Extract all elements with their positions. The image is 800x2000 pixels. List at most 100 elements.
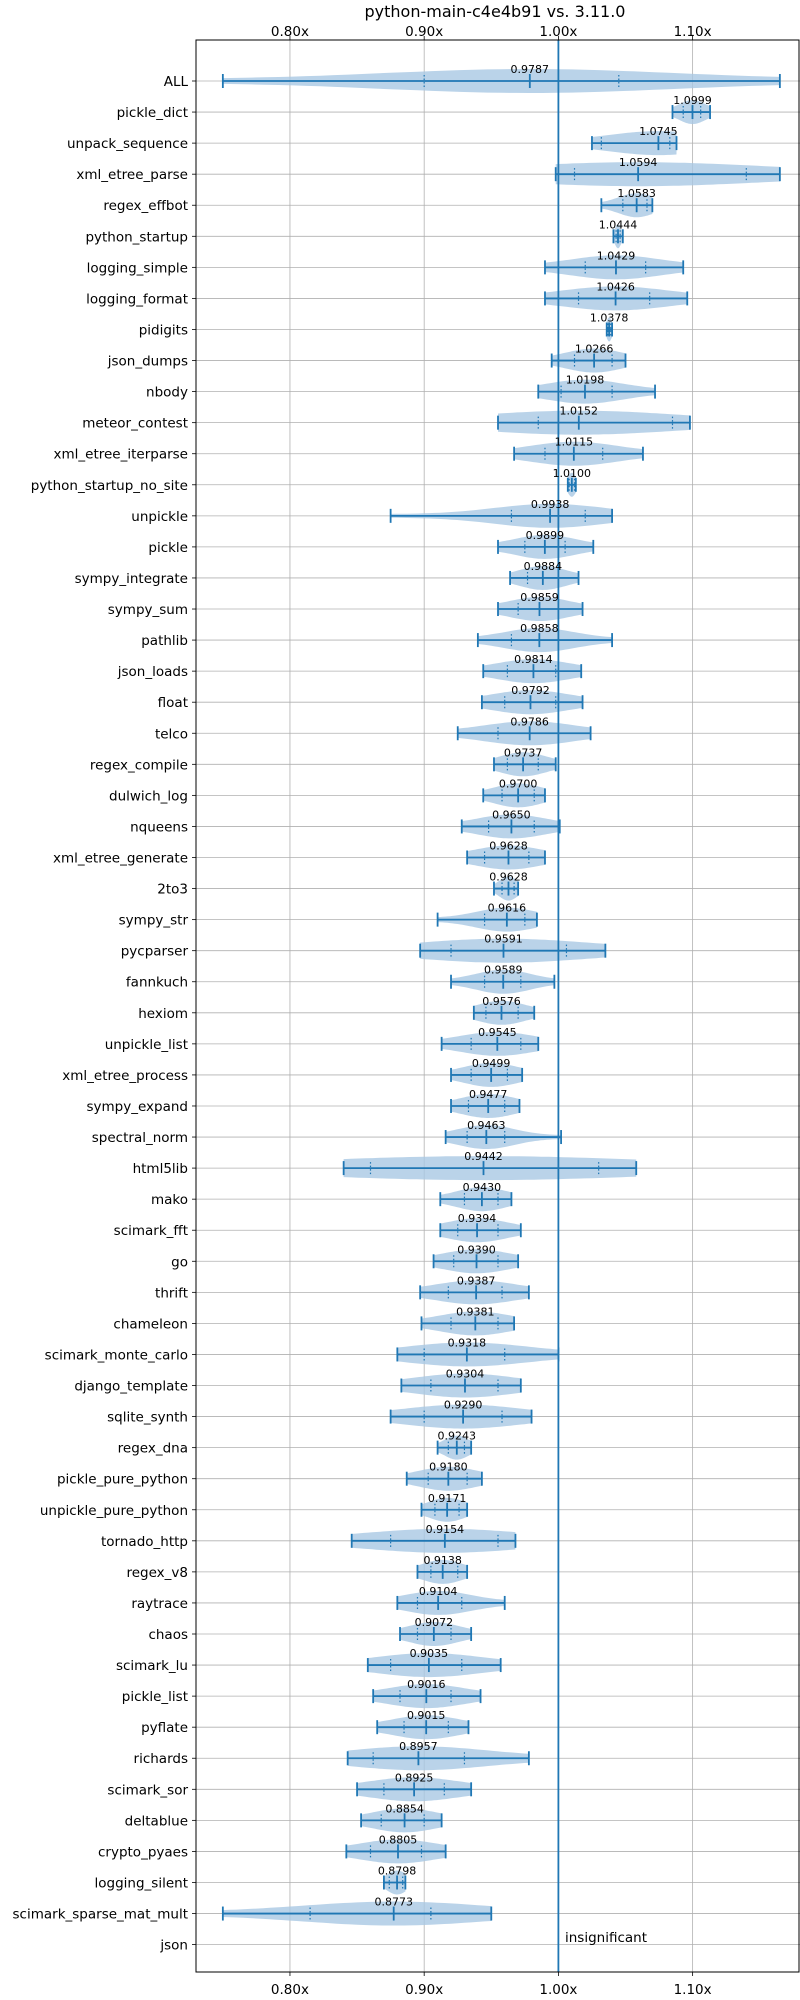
benchmark-name-label: html5lib <box>133 1161 188 1177</box>
median-value-label: 1.0444 <box>599 218 638 231</box>
median-value-label: 0.9072 <box>415 1616 454 1629</box>
benchmark-name-label: json_dumps <box>107 354 188 370</box>
benchmark-name-label: scimark_sor <box>107 1782 188 1798</box>
benchmark-name-label: regex_effbot <box>103 198 188 214</box>
benchmark-name-label: regex_compile <box>90 757 188 773</box>
benchmark-name-label: sympy_integrate <box>75 571 188 587</box>
benchmark-name-label: scimark_monte_carlo <box>45 1347 188 1363</box>
benchmark-name-label: pickle_dict <box>117 105 188 121</box>
benchmark-name-label: richards <box>134 1751 188 1767</box>
median-value-label: 0.9700 <box>499 777 538 790</box>
median-value-label: 0.9180 <box>429 1461 468 1474</box>
median-value-label: 0.9545 <box>478 1026 517 1039</box>
benchmark-name-label: dulwich_log <box>109 788 188 804</box>
median-value-label: 0.9171 <box>428 1492 467 1505</box>
median-value-label: 0.9786 <box>510 715 549 728</box>
x-tick-label-top: 0.90x <box>405 24 443 40</box>
median-value-label: 0.9859 <box>520 591 559 604</box>
label-layer: ALL pickle_dict unpack_sequence xml_etree_p… <box>13 63 712 1954</box>
x-tick-label-bottom: 1.10x <box>674 1982 712 1998</box>
benchmark-name-label: logging_silent <box>95 1875 188 1891</box>
benchmark-name-label: unpickle <box>131 509 188 525</box>
benchmark-name-label: meteor_contest <box>82 416 188 432</box>
benchmark-name-label: sqlite_synth <box>107 1410 188 1426</box>
median-value-label: 0.9381 <box>456 1305 495 1318</box>
benchmark-name-label: crypto_pyaes <box>98 1844 188 1860</box>
benchmark-name-label: pidigits <box>139 322 188 338</box>
median-value-label: 1.0745 <box>639 125 678 138</box>
benchmark-name-label: nqueens <box>130 819 188 835</box>
benchmark-name-label: xml_etree_process <box>62 1068 188 1084</box>
median-value-label: 0.9015 <box>407 1709 446 1722</box>
benchmark-name-label: python_startup <box>85 229 188 245</box>
benchmark-name-label: pycparser <box>121 944 189 960</box>
median-value-label: 1.0198 <box>566 374 605 387</box>
benchmark-name-label: unpickle_list <box>105 1037 188 1053</box>
x-tick-label-bottom: 0.90x <box>405 1982 443 1998</box>
benchmark-name-label: nbody <box>146 385 188 401</box>
benchmark-name-label: xml_etree_generate <box>53 851 188 867</box>
median-value-label: 1.0152 <box>560 405 599 418</box>
benchmark-name-label: pathlib <box>141 633 188 649</box>
benchmark-name-label: sympy_expand <box>86 1099 188 1115</box>
benchmark-name-label: scimark_sparse_mat_mult <box>13 1907 188 1923</box>
median-value-label: 0.9463 <box>467 1119 506 1132</box>
median-value-label: 0.9591 <box>484 933 523 946</box>
median-value-label: 0.9318 <box>448 1336 487 1349</box>
median-value-label: 0.9387 <box>457 1274 496 1287</box>
median-value-label: 0.9477 <box>469 1088 508 1101</box>
median-value-label: 0.9814 <box>514 653 553 666</box>
benchmark-name-label: float <box>158 695 188 711</box>
benchmark-name-label: thrift <box>155 1285 188 1301</box>
benchmark-name-label: xml_etree_iterparse <box>54 447 189 463</box>
benchmark-name-label: scimark_lu <box>116 1658 188 1674</box>
benchmark-name-label: fannkuch <box>126 975 188 991</box>
benchmark-name-label: json <box>159 1938 188 1954</box>
x-tick-label-top: 0.80x <box>271 24 309 40</box>
chart-title: python-main-c4e4b91 vs. 3.11.0 <box>365 2 626 21</box>
whisker-layer <box>221 40 781 1972</box>
median-value-label: 1.0429 <box>597 249 636 262</box>
benchmark-name-label: logging_simple <box>87 260 188 276</box>
median-value-label: 0.9858 <box>520 622 559 635</box>
median-value-label: 0.9616 <box>488 902 527 915</box>
benchmark-name-label: json_loads <box>117 664 188 680</box>
median-value-label: 0.8798 <box>378 1864 417 1877</box>
benchmark-name-label: pyflate <box>141 1720 188 1736</box>
benchmark-name-label: 2to3 <box>157 882 188 898</box>
median-value-label: 0.9499 <box>472 1057 511 1070</box>
median-value-label: 0.9737 <box>504 746 543 759</box>
benchmark-name-label: unpickle_pure_python <box>40 1503 188 1519</box>
median-value-label: 0.9884 <box>524 560 563 573</box>
benchmark-name-label: regex_dna <box>118 1441 188 1457</box>
benchmark-name-label: pickle_list <box>122 1689 188 1705</box>
axis-layer: 0.80x 0.80x 0.90x 0.90x 1.00x 1.00x 1.10x 1.10x <box>192 24 800 1998</box>
median-value-label: 0.9589 <box>484 964 523 977</box>
benchmark-name-label: python_startup_no_site <box>31 478 188 494</box>
benchmark-name-label: mako <box>151 1192 188 1208</box>
benchmark-name-label: tornado_http <box>101 1534 188 1550</box>
benchmark-name-label: chaos <box>148 1627 188 1643</box>
benchmark-name-label: chameleon <box>113 1316 188 1332</box>
grid-layer <box>196 40 800 1972</box>
median-value-label: 0.9899 <box>526 529 565 542</box>
median-value-label: 0.9394 <box>458 1212 497 1225</box>
median-value-label: 0.9650 <box>492 808 531 821</box>
median-value-label: 0.8957 <box>399 1740 438 1753</box>
benchmark-name-label: hexiom <box>138 1006 188 1022</box>
benchmark-name-label: go <box>171 1254 188 1270</box>
median-value-label: 0.9304 <box>446 1368 485 1381</box>
median-value-label: 0.8805 <box>379 1833 418 1846</box>
median-value-label: 1.0583 <box>617 187 656 200</box>
median-value-label: 0.8854 <box>385 1802 424 1815</box>
median-value-label: 0.9787 <box>511 63 550 76</box>
benchmark-name-label: pickle_pure_python <box>57 1472 188 1488</box>
median-value-label: 0.9104 <box>419 1585 458 1598</box>
median-value-label: 1.0999 <box>673 94 712 107</box>
x-tick-label-top: 1.10x <box>674 24 712 40</box>
median-value-label: 0.9430 <box>463 1181 502 1194</box>
median-value-label: 0.9390 <box>457 1243 496 1256</box>
median-value-label: 0.9290 <box>444 1399 483 1412</box>
benchmark-name-label: telco <box>155 726 188 742</box>
benchmark-name-label: pickle <box>148 540 188 556</box>
